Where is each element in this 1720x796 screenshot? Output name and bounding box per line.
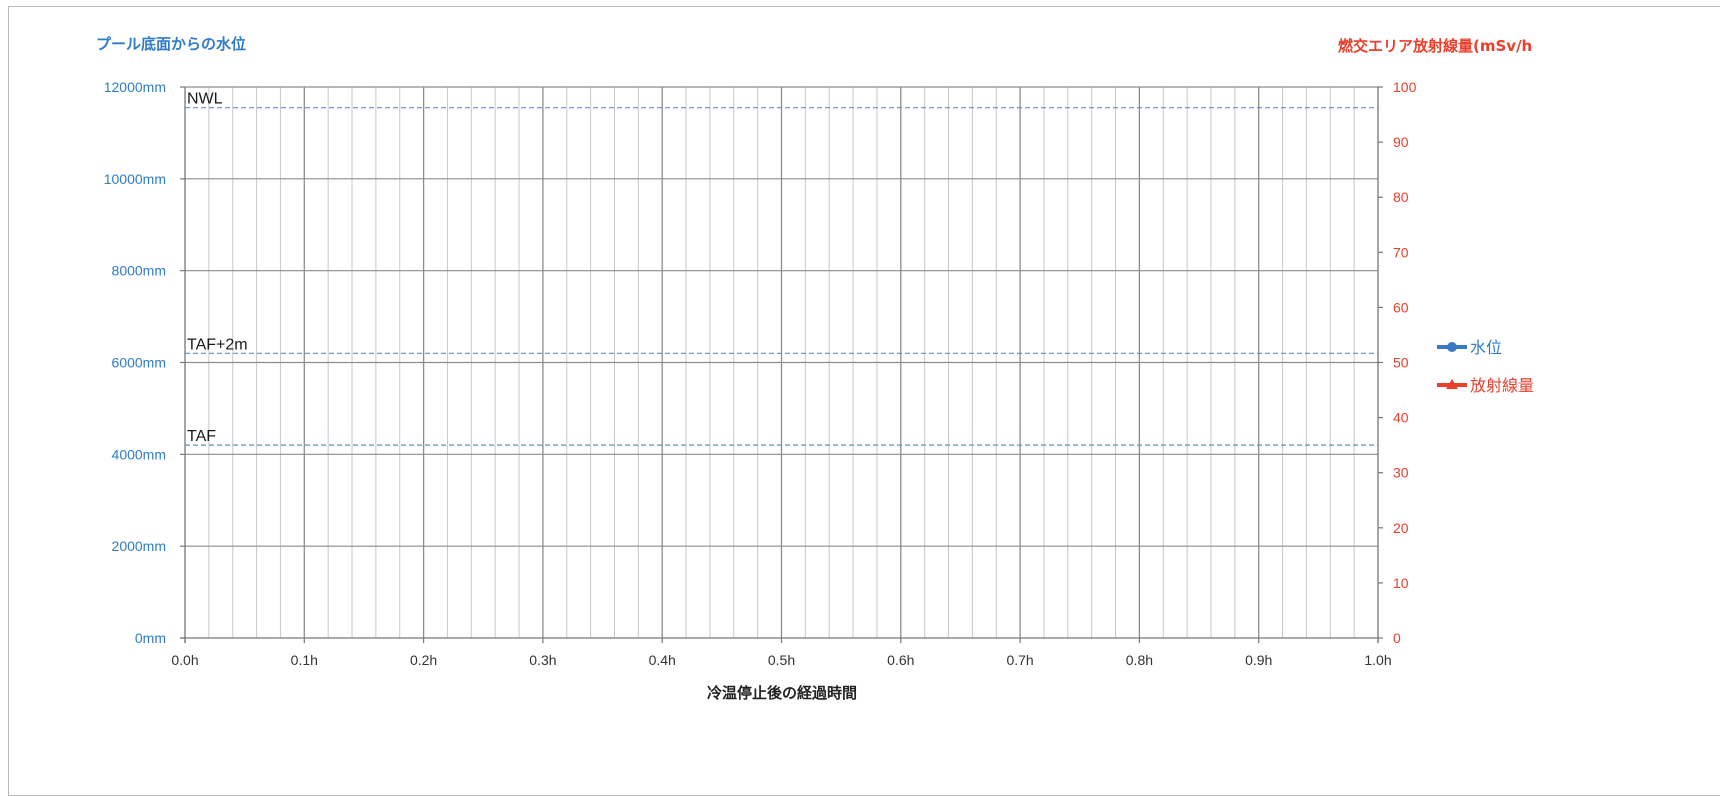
- left-axis-tick-label: 10000mm: [104, 171, 166, 187]
- chart-frame: [8, 6, 1720, 796]
- x-axis-tick-label: 1.0h: [1364, 652, 1391, 668]
- right-axis-tick-label: 50: [1393, 355, 1409, 371]
- legend: 水位 放射線量: [1437, 338, 1534, 395]
- right-axis-title: 燃交エリア放射線量(mSv/h: [1338, 37, 1532, 55]
- legend-marker-circle: [1447, 342, 1457, 352]
- x-axis-label: 冷温停止後の経過時間: [707, 684, 857, 702]
- x-axis-tick-label: 0.5h: [768, 652, 795, 668]
- x-axis-tick-label: 0.6h: [887, 652, 914, 668]
- reference-line-label: TAF: [187, 428, 216, 445]
- right-axis-tick-label: 40: [1393, 410, 1409, 426]
- right-axis-tick-label: 30: [1393, 465, 1409, 481]
- reference-line-label: TAF+2m: [187, 336, 248, 353]
- left-axis-title: プール底面からの水位: [96, 35, 246, 53]
- x-axis-tick-label: 0.0h: [171, 652, 198, 668]
- left-axis-tick-label: 0mm: [135, 630, 166, 646]
- x-axis-tick-label: 0.9h: [1245, 652, 1272, 668]
- legend-marker-triangle: [1446, 379, 1458, 389]
- tick-labels-layer: 0mm 2000mm 4000mm 6000mm 8000mm 10000mm 12000m…: [104, 79, 1417, 668]
- reference-line-label: NWL: [187, 91, 223, 108]
- left-axis-tick-label: 12000mm: [104, 79, 166, 95]
- grid-layer: [185, 86, 1378, 638]
- reference-lines-layer: NWL TAF+2m TAF: [185, 91, 1378, 446]
- right-axis-tick-label: 10: [1393, 575, 1409, 591]
- right-axis-tick-label: 20: [1393, 520, 1409, 536]
- right-axis-tick-label: 100: [1393, 79, 1417, 95]
- x-axis-tick-label: 0.7h: [1006, 652, 1033, 668]
- x-axis-tick-label: 0.2h: [410, 652, 437, 668]
- x-axis-tick-label: 0.3h: [529, 652, 556, 668]
- legend-item-water-level: 水位: [1437, 338, 1502, 357]
- left-axis-tick-label: 4000mm: [112, 446, 166, 462]
- right-axis-tick-label: 70: [1393, 244, 1409, 260]
- legend-label-radiation: 放射線量: [1470, 376, 1534, 395]
- x-axis-tick-label: 0.4h: [649, 652, 676, 668]
- x-axis-tick-label: 0.8h: [1126, 652, 1153, 668]
- right-axis-tick-label: 60: [1393, 299, 1409, 315]
- legend-label-water-level: 水位: [1470, 338, 1502, 357]
- right-axis-tick-label: 90: [1393, 134, 1409, 150]
- left-axis-tick-label: 8000mm: [112, 263, 166, 279]
- x-axis-tick-label: 0.1h: [291, 652, 318, 668]
- right-axis-tick-label: 80: [1393, 189, 1409, 205]
- axes-layer: [180, 86, 1383, 643]
- left-axis-tick-label: 6000mm: [112, 355, 166, 371]
- left-axis-tick-label: 2000mm: [112, 538, 166, 554]
- right-axis-tick-label: 0: [1393, 630, 1401, 646]
- legend-item-radiation: 放射線量: [1437, 376, 1534, 395]
